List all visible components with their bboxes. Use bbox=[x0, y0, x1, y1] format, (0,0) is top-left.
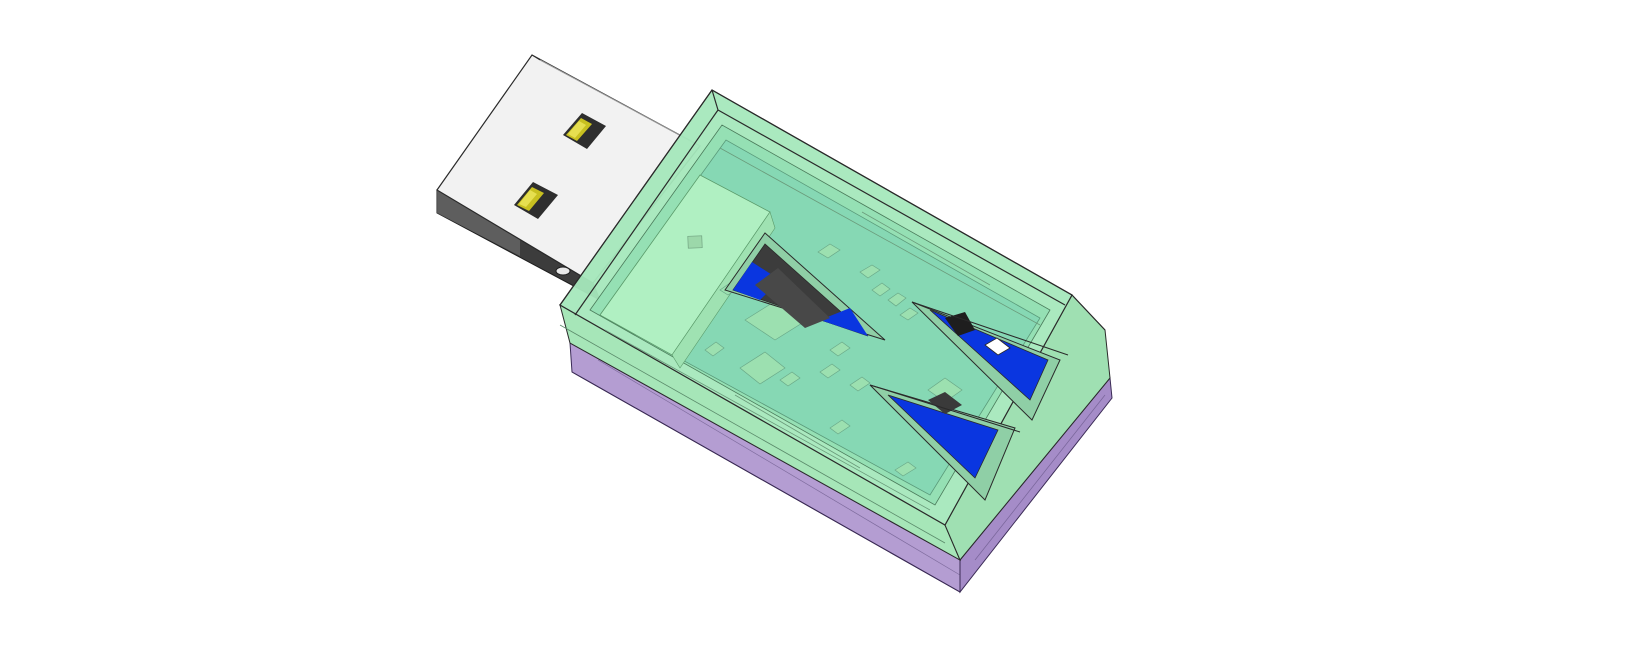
purple-base bbox=[569, 342, 1113, 594]
transistor bbox=[739, 351, 786, 385]
smd-component bbox=[779, 371, 801, 387]
cutout-3-component bbox=[928, 392, 962, 414]
smd-component bbox=[859, 264, 881, 279]
cutout-2-component bbox=[984, 337, 1011, 356]
smd-component bbox=[894, 461, 917, 477]
smd-component bbox=[704, 341, 725, 357]
smd-component bbox=[819, 363, 841, 379]
connector-mark bbox=[687, 235, 703, 249]
smd-component bbox=[829, 419, 851, 435]
smd-component bbox=[887, 292, 907, 307]
smd-component bbox=[871, 282, 891, 297]
triangular-cutout-2 bbox=[911, 301, 1069, 421]
smd-component bbox=[829, 341, 851, 357]
green-cover-edges bbox=[559, 89, 1073, 316]
usb-shell-hole bbox=[555, 266, 571, 276]
usb-contact-window-2 bbox=[514, 182, 558, 219]
usb-shell-edge bbox=[531, 54, 541, 61]
triangular-cutout-3 bbox=[869, 384, 1021, 501]
usb-contact-window-1 bbox=[563, 113, 606, 149]
smd-component bbox=[849, 376, 871, 392]
smd-component bbox=[899, 307, 919, 321]
usb-shell-side-gradient bbox=[437, 190, 520, 256]
triangular-cutout-1 bbox=[724, 232, 886, 341]
usb-shell-fold bbox=[539, 59, 701, 147]
smd-component bbox=[817, 243, 841, 259]
